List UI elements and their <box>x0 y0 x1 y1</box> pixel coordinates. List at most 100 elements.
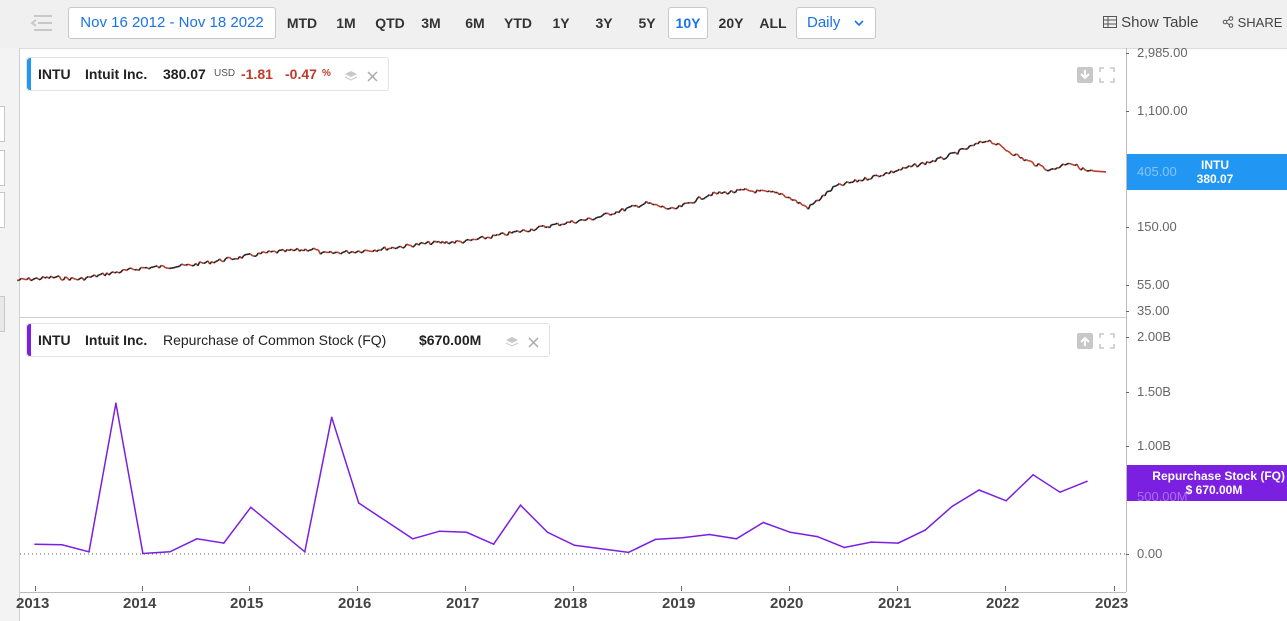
price-segment <box>440 240 444 244</box>
price-segment <box>993 143 997 146</box>
price-segment <box>340 251 344 255</box>
price-segment <box>132 268 136 271</box>
price-segment <box>366 249 369 252</box>
price-segment <box>402 246 406 249</box>
sidebar-tab[interactable] <box>0 150 5 186</box>
price-segment <box>517 230 521 234</box>
price-segment <box>876 174 880 178</box>
price-segment <box>921 161 924 164</box>
expand-icon[interactable] <box>1099 67 1115 83</box>
x-axis-label: 2020 <box>770 595 804 612</box>
price-segment <box>977 140 981 145</box>
range-button-ytd[interactable]: YTD <box>504 15 532 31</box>
price-segment <box>816 199 819 202</box>
price-segment <box>241 254 245 259</box>
price-segment <box>1017 154 1021 159</box>
range-button-mtd[interactable]: MTD <box>286 15 318 31</box>
price-segment <box>450 240 453 244</box>
x-axis-tick <box>1005 586 1006 591</box>
price-segment <box>498 232 502 236</box>
table-icon <box>1103 16 1117 28</box>
price-segment <box>1052 168 1056 171</box>
price-segment <box>148 266 152 270</box>
price-segment <box>456 239 459 242</box>
price-segment <box>460 240 464 244</box>
price-segment <box>963 148 966 151</box>
price-segment <box>581 218 585 222</box>
price-segment <box>348 251 352 255</box>
price-segment <box>673 207 676 210</box>
price-segment <box>1072 164 1076 167</box>
price-segment <box>589 217 593 221</box>
price-segment <box>542 225 547 229</box>
price-segment <box>346 249 350 254</box>
price-segment <box>635 204 639 208</box>
price-segment <box>1093 170 1107 173</box>
price-segment <box>305 248 309 252</box>
metric-legend: INTU Intuit Inc. Repurchase of Common St… <box>26 323 550 357</box>
pane-divider[interactable] <box>20 317 1126 318</box>
price-segment <box>311 247 315 251</box>
collapse-menu-icon[interactable] <box>28 12 54 34</box>
price-segment <box>453 240 458 244</box>
price-segment <box>406 243 410 246</box>
expand-icon[interactable] <box>1099 333 1115 349</box>
price-segment <box>989 139 993 144</box>
price-segment <box>430 242 434 246</box>
repurchase-point <box>843 546 846 549</box>
price-segment <box>445 240 450 245</box>
price-segment <box>934 157 938 163</box>
close-icon[interactable] <box>527 324 539 367</box>
price-segment <box>658 205 662 208</box>
range-button-qtd[interactable]: QTD <box>375 15 405 31</box>
range-button-10y[interactable]: 10Y <box>668 7 708 39</box>
share-button[interactable]: SHARE <box>1222 15 1282 30</box>
range-button-1y[interactable]: 1Y <box>552 15 570 31</box>
date-range-picker[interactable]: Nov 16 2012 - Nov 18 2022 <box>68 7 276 39</box>
metric-flag: 500.00M Repurchase Stock (FQ) $ 670.00M <box>1127 465 1287 504</box>
price-segment <box>476 237 480 241</box>
price-segment <box>215 259 219 263</box>
x-axis-label: 2019 <box>662 595 696 612</box>
range-button-1m[interactable]: 1M <box>336 15 356 31</box>
repurchase-point <box>870 541 872 543</box>
range-button-all[interactable]: ALL <box>759 15 787 31</box>
range-button-20y[interactable]: 20Y <box>718 15 744 31</box>
show-table-button[interactable]: Show Table <box>1103 14 1198 31</box>
repurchase-line <box>34 403 1088 555</box>
download-icon[interactable] <box>1077 67 1093 83</box>
close-icon[interactable] <box>366 58 378 101</box>
upload-icon[interactable] <box>1077 333 1093 349</box>
price-segment <box>555 222 558 225</box>
sidebar-tab[interactable] <box>0 192 5 228</box>
price-segment <box>892 170 896 174</box>
price-segment <box>302 248 307 252</box>
price-segment <box>563 223 566 226</box>
price-segment <box>158 264 162 269</box>
range-button-3m[interactable]: 3M <box>421 15 441 31</box>
chart-area[interactable] <box>20 48 1126 593</box>
price-segment <box>71 276 75 280</box>
interval-dropdown[interactable]: Daily <box>796 7 876 39</box>
range-button-6m[interactable]: 6M <box>465 15 485 31</box>
price-segment <box>422 242 425 245</box>
price-segment <box>926 160 930 164</box>
layers-icon[interactable] <box>343 58 359 101</box>
layers-icon[interactable] <box>504 324 520 367</box>
price-segment <box>288 248 292 252</box>
price-segment <box>492 234 496 237</box>
range-button-5y[interactable]: 5Y <box>638 15 656 31</box>
price-segment <box>741 188 744 191</box>
repurchase-point <box>924 529 926 531</box>
range-button-3y[interactable]: 3Y <box>595 15 613 31</box>
sidebar-tab[interactable] <box>0 106 5 142</box>
price-segment <box>594 217 597 220</box>
price-segment <box>799 201 803 206</box>
x-axis-tick <box>249 586 250 591</box>
sidebar-tab[interactable] <box>0 296 5 332</box>
price-segment <box>1064 163 1068 166</box>
left-sidebar <box>0 48 20 621</box>
price-segment <box>255 252 260 257</box>
price-segment <box>124 269 128 272</box>
